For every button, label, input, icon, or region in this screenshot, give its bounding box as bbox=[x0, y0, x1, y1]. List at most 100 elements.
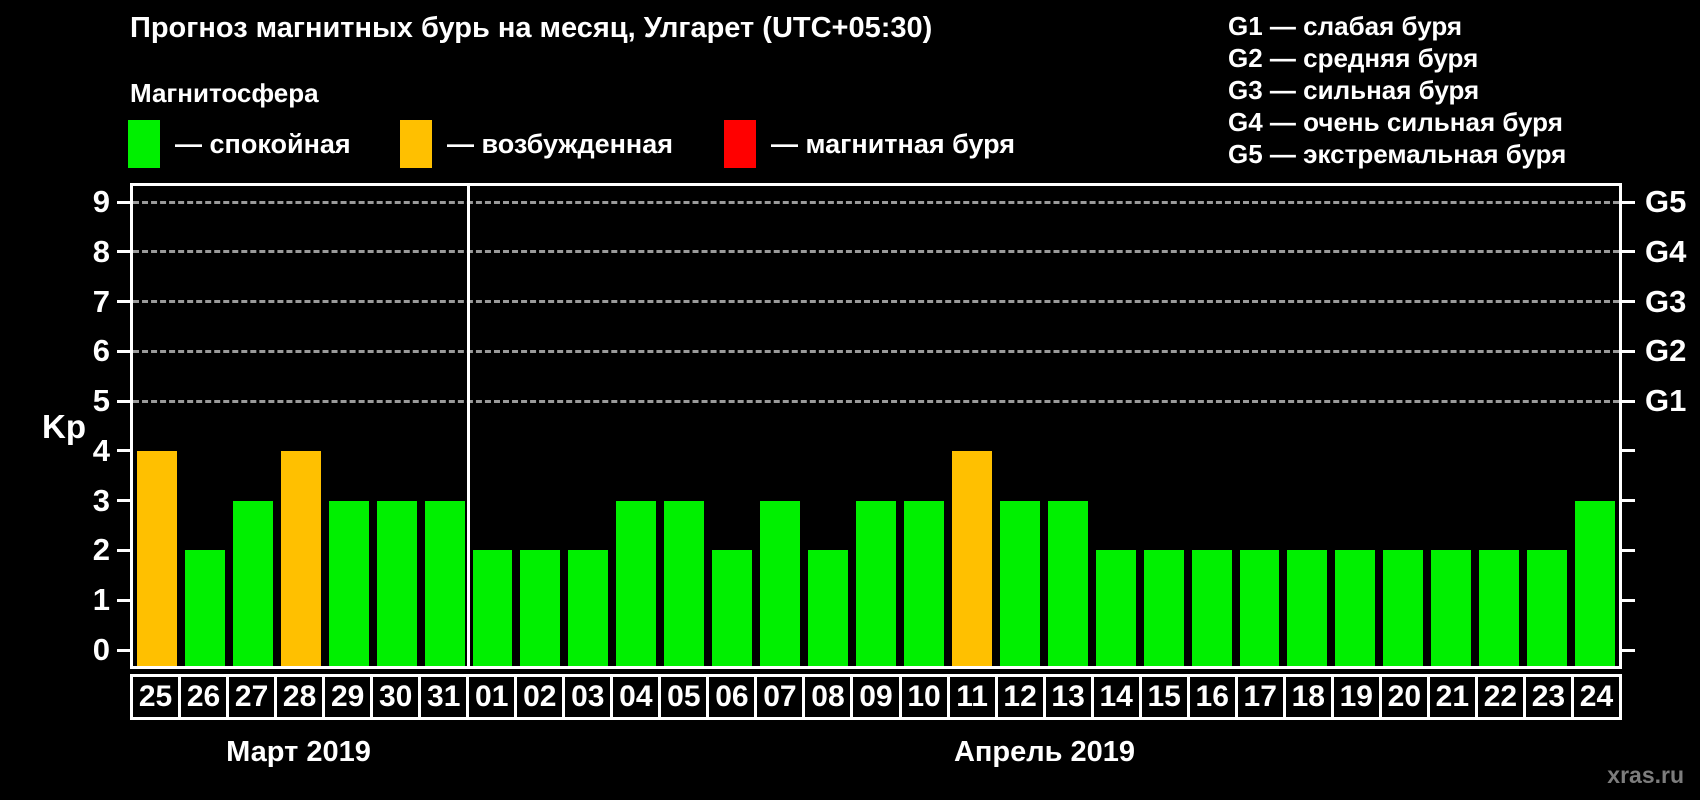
right-tick-7 bbox=[1622, 300, 1635, 304]
y-axis-left: 0 1 2 3 4 5 6 7 8 9 bbox=[0, 184, 130, 667]
date-cell-06: 06 bbox=[706, 674, 758, 720]
y-axis-title: Kp bbox=[42, 408, 86, 445]
bar-28 bbox=[280, 450, 321, 666]
bar-11 bbox=[951, 450, 992, 666]
y-tick-8 bbox=[117, 250, 130, 254]
legend-label-unsettled: — возбужденная bbox=[447, 128, 673, 159]
date-cell-01: 01 bbox=[466, 674, 518, 720]
legend-item-unsettled: — возбужденная bbox=[400, 120, 673, 168]
date-cell-29: 29 bbox=[322, 674, 374, 720]
bar-08 bbox=[808, 550, 849, 666]
date-cell-17: 17 bbox=[1234, 674, 1286, 720]
bar-17 bbox=[1239, 550, 1280, 666]
g-level-label-g1: G1 bbox=[1645, 383, 1687, 419]
right-tick-6 bbox=[1622, 349, 1635, 353]
y-tick-label-8: 8 bbox=[92, 233, 110, 269]
right-tick-0 bbox=[1622, 648, 1635, 652]
y-tick-4 bbox=[117, 449, 130, 453]
month-label-march: Март 2019 bbox=[226, 736, 371, 768]
right-tick-4 bbox=[1622, 449, 1635, 453]
right-tick-9 bbox=[1622, 200, 1635, 204]
unsettled-color-swatch-icon bbox=[400, 120, 432, 168]
bar-05 bbox=[664, 500, 705, 666]
date-cell-18: 18 bbox=[1282, 674, 1334, 720]
date-cell-26: 26 bbox=[178, 674, 230, 720]
right-tick-8 bbox=[1622, 250, 1635, 254]
bar-22 bbox=[1479, 550, 1520, 666]
date-cell-24: 24 bbox=[1570, 674, 1622, 720]
g-scale-line-g5: G5 — экстремальная буря bbox=[1228, 139, 1567, 169]
date-cell-09: 09 bbox=[850, 674, 902, 720]
bar-06 bbox=[712, 550, 753, 666]
g-scale-line-g1: G1 — слабая буря bbox=[1228, 11, 1463, 41]
date-cell-13: 13 bbox=[1042, 674, 1094, 720]
y-tick-3 bbox=[117, 499, 130, 503]
date-cell-21: 21 bbox=[1426, 674, 1478, 720]
legend-label-storm: — магнитная буря bbox=[771, 128, 1015, 159]
quiet-color-swatch-icon bbox=[128, 120, 160, 168]
date-cell-30: 30 bbox=[370, 674, 422, 720]
bar-26 bbox=[184, 550, 225, 666]
g-level-label-g2: G2 bbox=[1645, 333, 1687, 369]
g-level-label-g5: G5 bbox=[1645, 184, 1687, 219]
bar-25 bbox=[137, 450, 177, 666]
bar-19 bbox=[1335, 550, 1376, 666]
bar-23 bbox=[1527, 550, 1568, 666]
bar-30 bbox=[376, 500, 417, 666]
y-tick-7 bbox=[117, 300, 130, 304]
date-cell-02: 02 bbox=[514, 674, 566, 720]
legend-item-quiet: — спокойная bbox=[128, 120, 351, 168]
watermark: xras.ru bbox=[1607, 762, 1684, 788]
y-tick-label-4: 4 bbox=[92, 432, 110, 468]
date-cell-03: 03 bbox=[562, 674, 614, 720]
y-tick-label-1: 1 bbox=[92, 582, 110, 618]
legend-label-quiet: — спокойная bbox=[175, 128, 351, 159]
date-cell-08: 08 bbox=[802, 674, 854, 720]
g-level-label-g4: G4 bbox=[1645, 233, 1687, 269]
bar-29 bbox=[328, 500, 369, 666]
magnetosphere-legend-heading: Магнитосфера bbox=[130, 78, 319, 108]
y-tick-9 bbox=[117, 200, 130, 204]
y-tick-1 bbox=[117, 598, 130, 602]
bar-12 bbox=[999, 500, 1040, 666]
y-tick-6 bbox=[117, 349, 130, 353]
right-tick-2 bbox=[1622, 548, 1635, 552]
bar-07 bbox=[760, 500, 801, 666]
date-cell-14: 14 bbox=[1090, 674, 1142, 720]
bar-10 bbox=[903, 500, 944, 666]
page-title: Прогноз магнитных бурь на месяц, Улгарет… bbox=[130, 12, 933, 44]
gridline-kp7 bbox=[133, 300, 1619, 304]
date-cell-23: 23 bbox=[1522, 674, 1574, 720]
date-cell-22: 22 bbox=[1474, 674, 1526, 720]
bar-04 bbox=[616, 500, 657, 666]
y-tick-0 bbox=[117, 648, 130, 652]
gridline-kp6 bbox=[133, 349, 1619, 353]
g-scale-line-g4: G4 — очень сильная буря bbox=[1228, 107, 1563, 137]
gridline-kp8 bbox=[133, 250, 1619, 254]
right-tick-1 bbox=[1622, 598, 1635, 602]
g-scale-legend: G1 — слабая буря G2 — средняя буря G3 — … bbox=[1228, 10, 1566, 170]
bar-27 bbox=[232, 500, 273, 666]
bar-24 bbox=[1575, 500, 1615, 666]
date-cell-19: 19 bbox=[1330, 674, 1382, 720]
y-tick-label-5: 5 bbox=[92, 383, 110, 419]
gridline-kp9 bbox=[133, 200, 1619, 204]
y-tick-2 bbox=[117, 548, 130, 552]
date-cell-15: 15 bbox=[1138, 674, 1190, 720]
y-tick-5 bbox=[117, 399, 130, 403]
bar-02 bbox=[520, 550, 561, 666]
date-axis: 25 26 27 28 29 30 31 01 02 03 04 05 06 07 08 09 10 11 12 13… bbox=[130, 674, 1622, 720]
storm-color-swatch-icon bbox=[724, 120, 756, 168]
date-cell-25: 25 bbox=[130, 674, 182, 720]
date-cell-07: 07 bbox=[754, 674, 806, 720]
date-cell-28: 28 bbox=[274, 674, 326, 720]
bar-15 bbox=[1143, 550, 1184, 666]
bar-03 bbox=[568, 550, 609, 666]
gridline-kp5 bbox=[133, 399, 1619, 403]
y-tick-label-3: 3 bbox=[92, 482, 110, 518]
date-cell-12: 12 bbox=[994, 674, 1046, 720]
plot-area bbox=[130, 183, 1622, 669]
y-tick-label-9: 9 bbox=[92, 184, 110, 219]
month-separator bbox=[467, 186, 471, 666]
